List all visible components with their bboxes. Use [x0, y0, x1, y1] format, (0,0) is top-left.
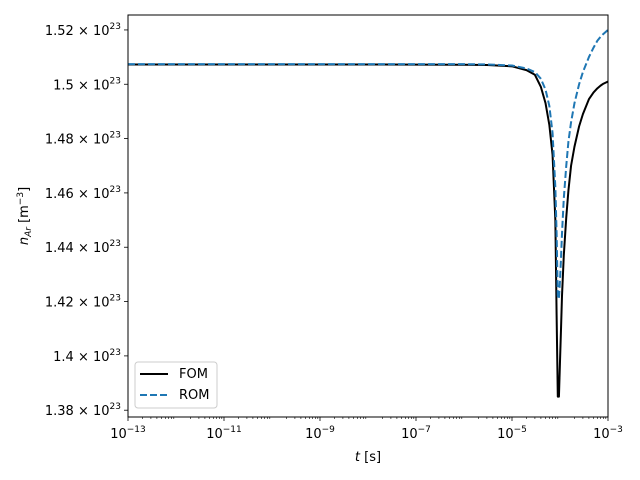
y-tick-label: 1.4 × 1023 [53, 348, 121, 365]
y-tick-label: 1.48 × 1023 [45, 131, 121, 148]
x-axis-ticks: 10−13 10−11 10−9 10−7 10−5 10−3 [110, 417, 623, 442]
y-tick-label: 1.46 × 1023 [45, 185, 121, 202]
y-tick-label: 1.52 × 1023 [45, 22, 121, 39]
legend-label-fom: FOM [179, 367, 208, 382]
x-axis-label: t [s] [355, 450, 381, 465]
x-tick-label: 10−5 [497, 425, 527, 442]
x-tick-label: 10−9 [305, 425, 335, 442]
plot-frame [127, 14, 609, 418]
y-axis-ticks: 1.38 × 1023 1.4 × 1023 1.42 × 1023 1.44 × 1… [45, 22, 128, 419]
series-layer [128, 29, 608, 398]
x-tick-label: 10−11 [206, 425, 242, 442]
y-tick-label: 1.38 × 1023 [45, 402, 121, 419]
x-tick-label: 10−13 [110, 425, 146, 442]
y-tick-label: 1.5 × 1023 [53, 76, 121, 93]
y-tick-label: 1.42 × 1023 [45, 294, 121, 311]
legend: FOM ROM [134, 361, 218, 409]
x-tick-label: 10−3 [593, 425, 623, 442]
series-line-rom [128, 29, 608, 300]
series-line-fom [128, 63, 608, 398]
y-tick-label: 1.44 × 1023 [45, 239, 121, 256]
y-axis-label: nAr [m−3] [16, 187, 34, 245]
x-tick-label: 10−7 [401, 425, 431, 442]
legend-label-rom: ROM [179, 388, 209, 403]
